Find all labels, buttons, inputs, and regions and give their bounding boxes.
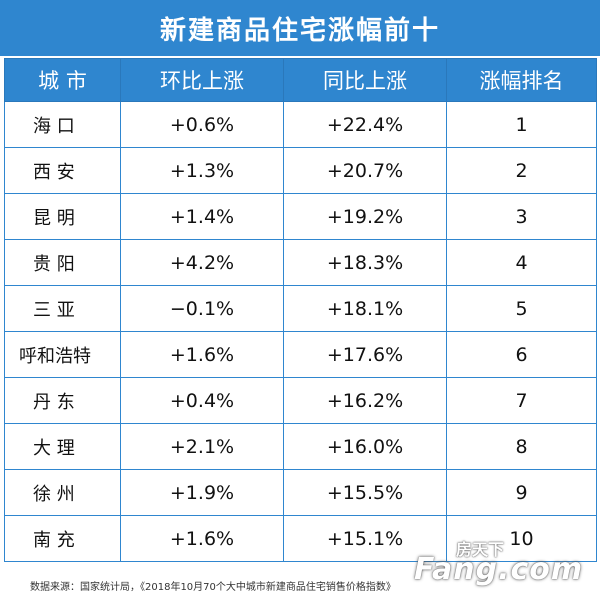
city-cell: 贵 阳 (4, 239, 121, 286)
city-cell: 徐 州 (4, 469, 121, 516)
yoy-cell: +18.1% (283, 285, 447, 332)
mom-cell: +4.2% (120, 239, 284, 286)
mom-cell: −0.1% (120, 285, 284, 332)
mom-cell: +1.3% (120, 147, 284, 194)
table-row: 呼和浩特 +1.6% +17.6% 6 (4, 331, 597, 378)
column-header-mom: 环比上涨 (120, 58, 284, 102)
city-cell: 大 理 (4, 423, 121, 470)
mom-cell: +2.1% (120, 423, 284, 470)
city-cell: 呼和浩特 (4, 331, 121, 378)
rank-cell: 1 (446, 101, 597, 148)
table-row: 大 理 +2.1% +16.0% 8 (4, 423, 597, 470)
column-header-rank: 涨幅排名 (446, 58, 597, 102)
yoy-cell: +17.6% (283, 331, 447, 378)
mom-cell: +1.6% (120, 331, 284, 378)
table-row: 西 安 +1.3% +20.7% 2 (4, 147, 597, 194)
table-row: 昆 明 +1.4% +19.2% 3 (4, 193, 597, 240)
table-row: 丹 东 +0.4% +16.2% 7 (4, 377, 597, 424)
rank-cell: 9 (446, 469, 597, 516)
fang-watermark: 房天下 Fang.com (414, 534, 594, 592)
city-cell: 海 口 (4, 101, 121, 148)
city-cell: 三 亚 (4, 285, 121, 332)
watermark-cn-text: 房天下 (456, 540, 505, 559)
rank-cell: 4 (446, 239, 597, 286)
yoy-cell: +18.3% (283, 239, 447, 286)
city-cell: 南 充 (4, 515, 121, 562)
city-cell: 昆 明 (4, 193, 121, 240)
column-header-city: 城 市 (4, 58, 121, 102)
table-row: 贵 阳 +4.2% +18.3% 4 (4, 239, 597, 286)
yoy-cell: +15.5% (283, 469, 447, 516)
yoy-cell: +16.2% (283, 377, 447, 424)
mom-cell: +1.9% (120, 469, 284, 516)
rank-cell: 7 (446, 377, 597, 424)
column-header-yoy: 同比上涨 (283, 58, 447, 102)
rank-cell: 8 (446, 423, 597, 470)
mom-cell: +0.4% (120, 377, 284, 424)
mom-cell: +0.6% (120, 101, 284, 148)
mom-cell: +1.6% (120, 515, 284, 562)
rank-cell: 3 (446, 193, 597, 240)
table-row: 三 亚 −0.1% +18.1% 5 (4, 285, 597, 332)
ranking-table: 城 市 环比上涨 同比上涨 涨幅排名 海 口 +0.6% +22.4% 1 西 … (4, 58, 597, 562)
yoy-cell: +22.4% (283, 101, 447, 148)
table-title: 新建商品住宅涨幅前十 (0, 0, 600, 56)
mom-cell: +1.4% (120, 193, 284, 240)
rank-cell: 2 (446, 147, 597, 194)
rank-cell: 10 (446, 515, 597, 562)
city-cell: 丹 东 (4, 377, 121, 424)
data-source-footnote: 数据来源：国家统计局，《2018年10月70个大中城市新建商品住宅销售价格指数》 (30, 582, 396, 593)
yoy-cell: +20.7% (283, 147, 447, 194)
yoy-cell: +16.0% (283, 423, 447, 470)
rank-cell: 5 (446, 285, 597, 332)
city-cell: 西 安 (4, 147, 121, 194)
table-row: 海 口 +0.6% +22.4% 1 (4, 101, 597, 148)
header-row: 城 市 环比上涨 同比上涨 涨幅排名 (4, 58, 597, 102)
yoy-cell: +19.2% (283, 193, 447, 240)
rank-cell: 6 (446, 331, 597, 378)
watermark-en-text: Fang.com (414, 552, 584, 587)
table-row: 南 充 +1.6% +15.1% 10 (4, 515, 597, 562)
table-row: 徐 州 +1.9% +15.5% 9 (4, 469, 597, 516)
